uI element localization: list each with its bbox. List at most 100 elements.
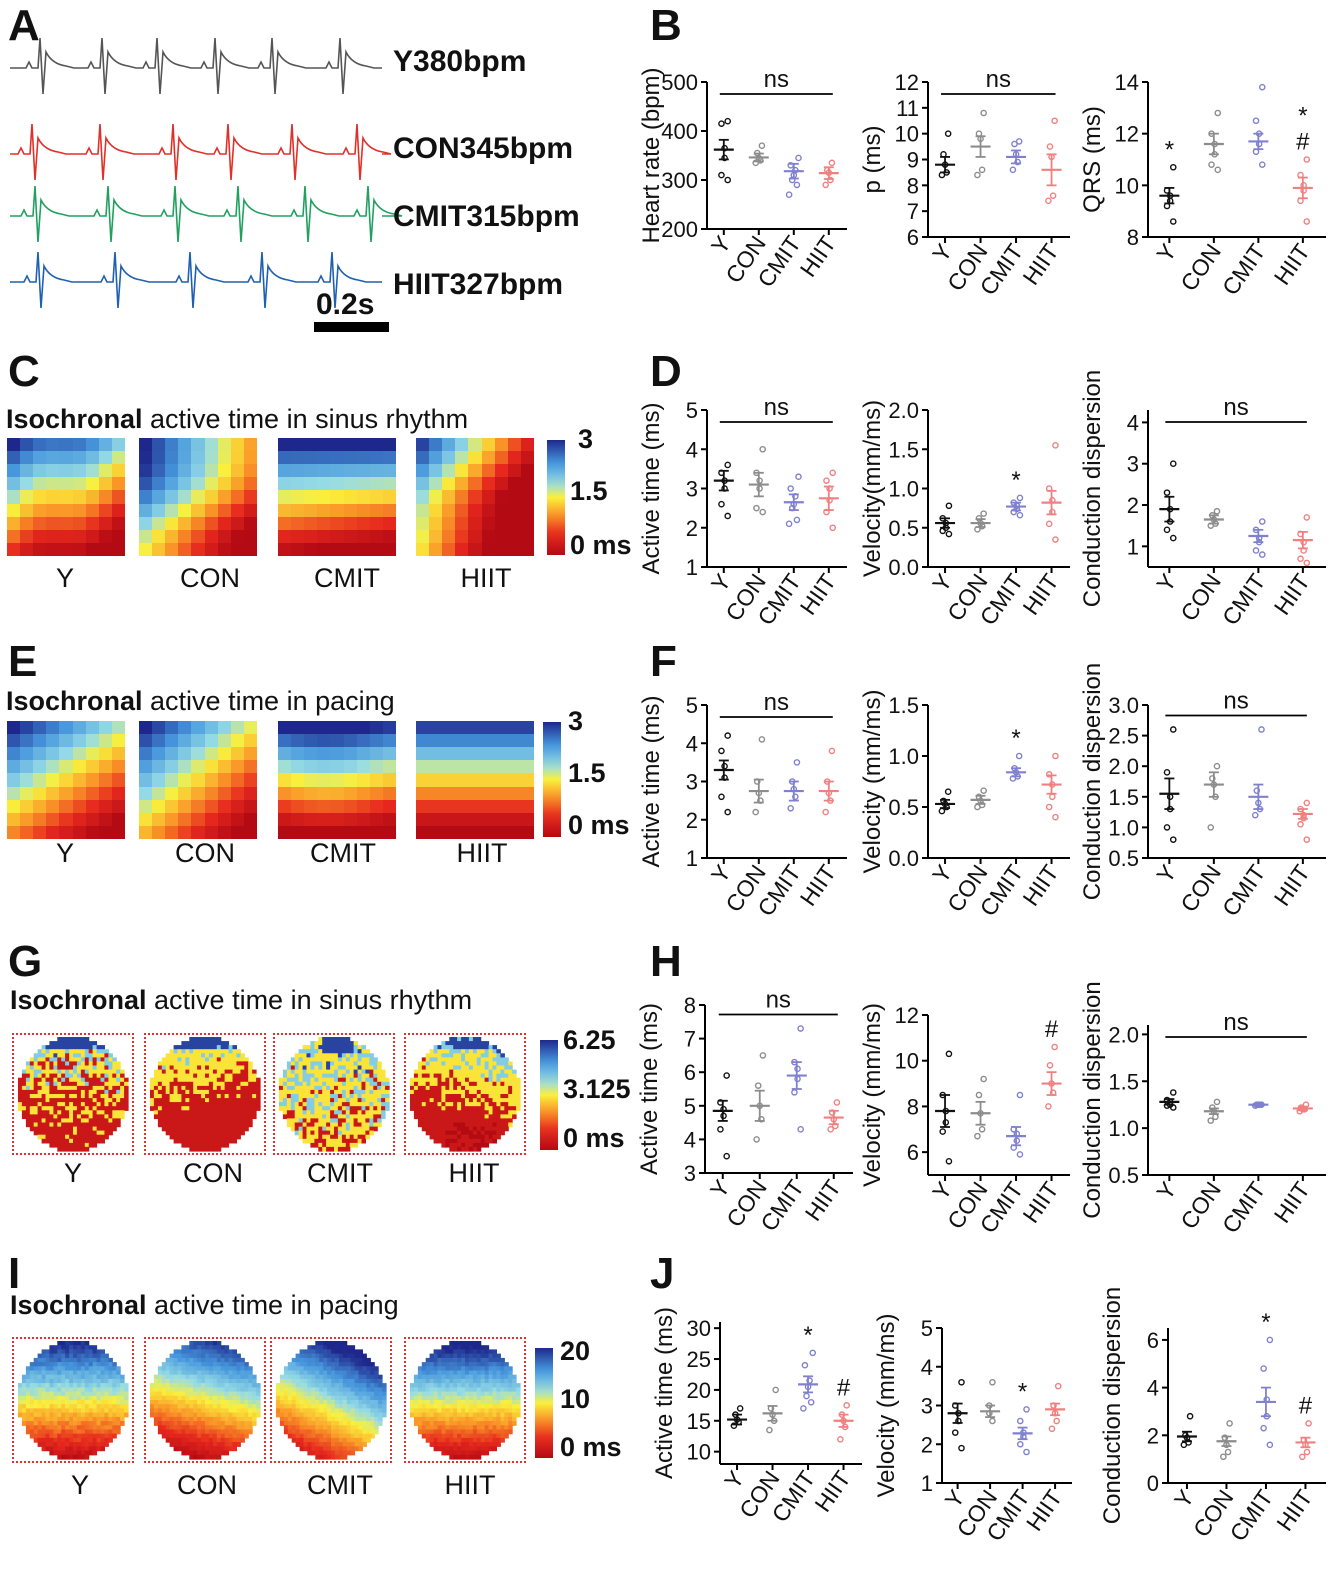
- colorbar-c: [547, 440, 565, 555]
- data-point: [981, 110, 986, 115]
- data-point: [725, 810, 730, 815]
- y-tick-label: 12: [895, 70, 919, 95]
- y-tick-label: 4: [1127, 410, 1139, 435]
- x-tick-label-y: Y: [706, 231, 736, 258]
- y-tick-label: 2: [921, 1432, 933, 1457]
- y-tick-label: 3: [684, 1161, 696, 1186]
- data-point: [725, 462, 730, 467]
- data-point: [1214, 509, 1219, 514]
- y-tick-label: 8: [684, 993, 696, 1018]
- heatmap-c-0: [6, 437, 126, 557]
- data-point: [759, 737, 764, 742]
- significance-label: ns: [766, 987, 791, 1014]
- data-point: [754, 506, 759, 511]
- y-tick-label: 2: [686, 808, 698, 833]
- data-point: [794, 517, 799, 522]
- panel-letter-c: C: [8, 350, 40, 394]
- ecg-label-y: Y380bpm: [393, 45, 526, 79]
- data-point: [809, 1400, 814, 1405]
- data-point: [796, 155, 801, 160]
- significance-label: ns: [764, 66, 789, 93]
- y-tick-label: 2.5: [1108, 724, 1139, 749]
- data-point: [760, 509, 765, 514]
- data-point: [787, 521, 792, 526]
- data-point: [804, 1393, 809, 1398]
- data-point: [1225, 1449, 1230, 1454]
- data-point: [959, 1380, 964, 1385]
- data-point: [1260, 85, 1265, 90]
- scale-bar: [314, 322, 389, 332]
- data-point: [798, 1026, 803, 1031]
- y-tick-label: 9: [907, 148, 919, 173]
- significance-mark: *: [1165, 136, 1174, 163]
- heading-c: Isochronal active time in sinus rhythm: [6, 404, 468, 435]
- y-tick-label: 1.5: [888, 693, 919, 718]
- y-tick-label: 2: [1127, 493, 1139, 518]
- y-tick-label: 0.0: [888, 555, 919, 580]
- map-i-1: [144, 1337, 266, 1463]
- data-point: [1164, 825, 1169, 830]
- data-point: [1261, 1366, 1266, 1371]
- data-point: [1171, 219, 1176, 224]
- scale-bar-label: 0.2s: [316, 288, 374, 322]
- x-tick-label-y: Y: [706, 569, 736, 596]
- data-point: [1171, 1090, 1176, 1095]
- x-tick-label-hiit: HIIT: [1269, 569, 1315, 620]
- significance-mark: *: [1018, 1378, 1027, 1405]
- data-point: [1260, 552, 1265, 557]
- y-tick-label: 0.0: [888, 846, 919, 871]
- data-point: [787, 192, 792, 197]
- data-point: [981, 788, 986, 793]
- y-axis-label: Active time (ms): [638, 695, 665, 867]
- data-point: [823, 182, 828, 187]
- colorbar-i-max: 20: [560, 1336, 590, 1367]
- y-tick-label: 4: [686, 731, 698, 756]
- y-tick-label: 8: [1127, 225, 1139, 250]
- data-point: [1046, 1104, 1051, 1109]
- data-point: [756, 1083, 761, 1088]
- data-point: [1208, 825, 1213, 830]
- heatmap-c-1: [138, 437, 258, 557]
- data-point: [1304, 1449, 1309, 1454]
- y-axis-label: Velocity (mm/ms): [859, 689, 886, 873]
- map-g-0: [12, 1033, 134, 1155]
- ecg-label-con: CON345bpm: [393, 132, 573, 166]
- y-tick-label: 10: [687, 1440, 711, 1465]
- data-point: [946, 503, 951, 508]
- data-point: [725, 513, 730, 518]
- significance-mark: *: [1298, 103, 1307, 130]
- x-tick-label-cmit: CMIT: [1217, 239, 1271, 300]
- x-tick-label-con: CON: [1175, 569, 1226, 626]
- data-point: [1171, 727, 1176, 732]
- label-c-cmit: CMIT: [297, 563, 397, 594]
- data-point: [1171, 535, 1176, 540]
- y-tick-label: 1.5: [1108, 785, 1139, 810]
- y-tick-label: 4: [921, 1355, 933, 1380]
- data-point: [1306, 1421, 1311, 1426]
- data-point: [981, 511, 986, 516]
- data-point: [718, 1127, 723, 1132]
- data-point: [1260, 519, 1265, 524]
- data-point: [1253, 813, 1258, 818]
- data-point: [824, 478, 829, 483]
- y-tick-label: 300: [661, 168, 698, 193]
- data-point: [1261, 1426, 1266, 1431]
- data-point: [753, 810, 758, 815]
- data-point: [1215, 110, 1220, 115]
- data-point: [1181, 1442, 1186, 1447]
- data-point: [1187, 1414, 1192, 1419]
- data-point: [1164, 770, 1169, 775]
- data-point: [1298, 556, 1303, 561]
- map-i-2: [270, 1337, 392, 1463]
- significance-label: ns: [1223, 687, 1248, 714]
- y-tick-label: 14: [1115, 70, 1139, 95]
- label-i-cmit: CMIT: [290, 1470, 390, 1501]
- map-g-2: [273, 1033, 395, 1155]
- data-point: [1221, 1454, 1226, 1459]
- colorbar-g: [540, 1040, 558, 1150]
- data-point: [1259, 727, 1264, 732]
- data-point: [1260, 162, 1265, 167]
- y-tick-label: 2.0: [1108, 1022, 1139, 1047]
- y-tick-label: 1.0: [1108, 1116, 1139, 1141]
